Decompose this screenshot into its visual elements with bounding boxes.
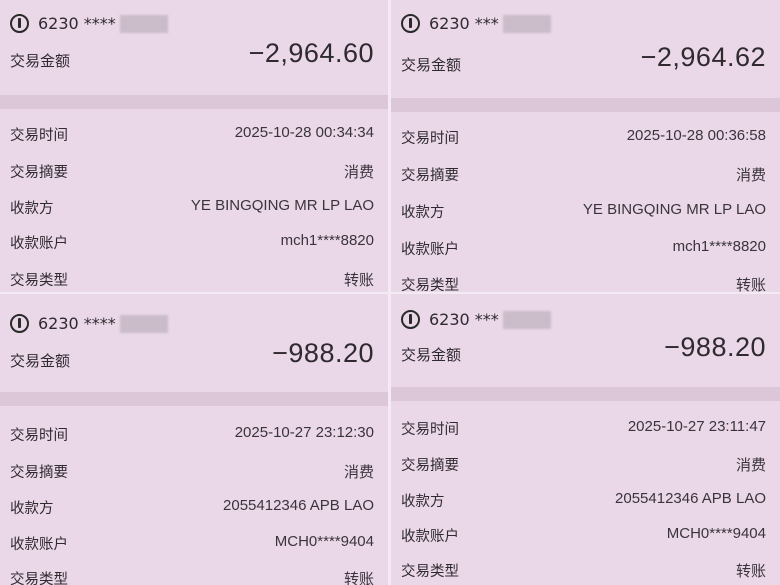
account-label: 收款账户 — [401, 529, 459, 545]
transaction-receipt: 6230 **** 交易金额 −988.20 交易时间 2025-10-27 23:12… — [0, 294, 388, 585]
redacted-card-digits — [502, 310, 551, 329]
account-value: mch1****8820 — [280, 232, 374, 249]
detail-row-payee: 收款方 2055412346 APB LAO — [401, 490, 766, 511]
account-value: MCH0****9404 — [666, 525, 766, 542]
summary-label: 交易摘要 — [401, 458, 459, 474]
detail-row-payee: 收款方 YE BINGQING MR LP LAO — [10, 197, 374, 218]
type-value: 转账 — [735, 277, 766, 292]
payee-value: YE BINGQING MR LP LAO — [582, 201, 766, 218]
detail-row-summary: 交易摘要 消费 — [10, 161, 374, 182]
detail-row-type: 交易类型 转账 — [10, 568, 374, 585]
summary-value: 消费 — [735, 167, 766, 184]
card-header: 6230 **** — [10, 314, 168, 333]
card-header: 6230 **** — [10, 14, 168, 33]
amount-value: −2,964.60 — [248, 38, 374, 68]
transaction-receipt: 6230 **** 交易金额 −2,964.60 交易时间 2025-10-28 00:… — [0, 0, 388, 292]
amount-value: −988.20 — [272, 338, 374, 368]
summary-label: 交易摘要 — [10, 465, 68, 481]
time-label: 交易时间 — [401, 131, 459, 147]
card-number: 6230 *** — [429, 310, 499, 329]
section-separator — [391, 98, 780, 112]
amount-value: −2,964.62 — [640, 42, 766, 72]
row-divider — [0, 292, 780, 294]
transaction-receipt: 6230 *** 交易金额 −988.20 交易时间 2025-10-27 23:11:… — [391, 294, 780, 585]
detail-row-account: 收款账户 MCH0****9404 — [10, 533, 374, 554]
transaction-receipt: 6230 *** 交易金额 −2,964.62 交易时间 2025-10-28 00:3… — [391, 0, 780, 292]
payee-label: 收款方 — [401, 494, 445, 510]
card-header: 6230 *** — [401, 310, 551, 329]
payee-value: YE BINGQING MR LP LAO — [190, 197, 374, 214]
bank-logo-icon — [10, 314, 29, 333]
amount-label: 交易金额 — [401, 346, 462, 364]
type-label: 交易类型 — [401, 278, 459, 292]
type-value: 转账 — [343, 272, 374, 289]
amount-label: 交易金额 — [10, 52, 71, 70]
account-value: MCH0****9404 — [274, 533, 374, 550]
detail-row-account: 收款账户 MCH0****9404 — [401, 525, 766, 546]
amount-label: 交易金额 — [10, 352, 71, 370]
bank-logo-icon — [401, 310, 420, 329]
time-label: 交易时间 — [10, 128, 68, 144]
time-value: 2025-10-28 00:36:58 — [626, 127, 766, 144]
redacted-card-digits — [119, 14, 168, 33]
payee-value: 2055412346 APB LAO — [615, 490, 766, 507]
summary-value: 消费 — [343, 464, 374, 481]
payee-label: 收款方 — [10, 201, 54, 217]
summary-value: 消费 — [735, 457, 766, 474]
detail-row-time: 交易时间 2025-10-27 23:12:30 — [10, 424, 374, 445]
detail-row-type: 交易类型 转账 — [401, 560, 766, 581]
payee-label: 收款方 — [401, 205, 445, 221]
card-number: 6230 **** — [38, 14, 116, 33]
summary-label: 交易摘要 — [401, 168, 459, 184]
detail-row-type: 交易类型 转账 — [401, 274, 766, 292]
section-separator — [0, 95, 388, 109]
detail-row-time: 交易时间 2025-10-28 00:34:34 — [10, 124, 374, 145]
type-value: 转账 — [735, 563, 766, 580]
detail-row-summary: 交易摘要 消费 — [10, 461, 374, 482]
account-label: 收款账户 — [10, 537, 68, 553]
type-label: 交易类型 — [401, 564, 459, 580]
account-value: mch1****8820 — [672, 238, 766, 255]
type-value: 转账 — [343, 571, 374, 585]
time-label: 交易时间 — [10, 428, 68, 444]
payee-label: 收款方 — [10, 501, 54, 517]
detail-row-summary: 交易摘要 消费 — [401, 164, 766, 185]
time-value: 2025-10-27 23:11:47 — [627, 418, 766, 435]
section-separator — [0, 392, 388, 406]
summary-value: 消费 — [343, 164, 374, 181]
type-label: 交易类型 — [10, 572, 68, 585]
redacted-card-digits — [502, 14, 551, 33]
detail-row-payee: 收款方 YE BINGQING MR LP LAO — [401, 201, 766, 222]
time-label: 交易时间 — [401, 422, 459, 438]
amount-value: −988.20 — [664, 332, 766, 362]
detail-row-time: 交易时间 2025-10-28 00:36:58 — [401, 127, 766, 148]
payee-value: 2055412346 APB LAO — [223, 497, 374, 514]
detail-row-account: 收款账户 mch1****8820 — [10, 232, 374, 253]
bank-logo-icon — [401, 14, 420, 33]
time-value: 2025-10-27 23:12:30 — [234, 424, 374, 441]
type-label: 交易类型 — [10, 273, 68, 289]
account-label: 收款账户 — [10, 236, 68, 252]
detail-row-account: 收款账户 mch1****8820 — [401, 238, 766, 259]
detail-row-payee: 收款方 2055412346 APB LAO — [10, 497, 374, 518]
bank-logo-icon — [10, 14, 29, 33]
detail-row-summary: 交易摘要 消费 — [401, 454, 766, 475]
detail-row-type: 交易类型 转账 — [10, 269, 374, 290]
section-separator — [391, 387, 780, 401]
account-label: 收款账户 — [401, 242, 459, 258]
time-value: 2025-10-28 00:34:34 — [234, 124, 374, 141]
card-header: 6230 *** — [401, 14, 551, 33]
card-number: 6230 *** — [429, 14, 499, 33]
redacted-card-digits — [119, 314, 168, 333]
card-number: 6230 **** — [38, 314, 116, 333]
detail-row-time: 交易时间 2025-10-27 23:11:47 — [401, 418, 766, 439]
summary-label: 交易摘要 — [10, 165, 68, 181]
amount-label: 交易金额 — [401, 56, 462, 74]
